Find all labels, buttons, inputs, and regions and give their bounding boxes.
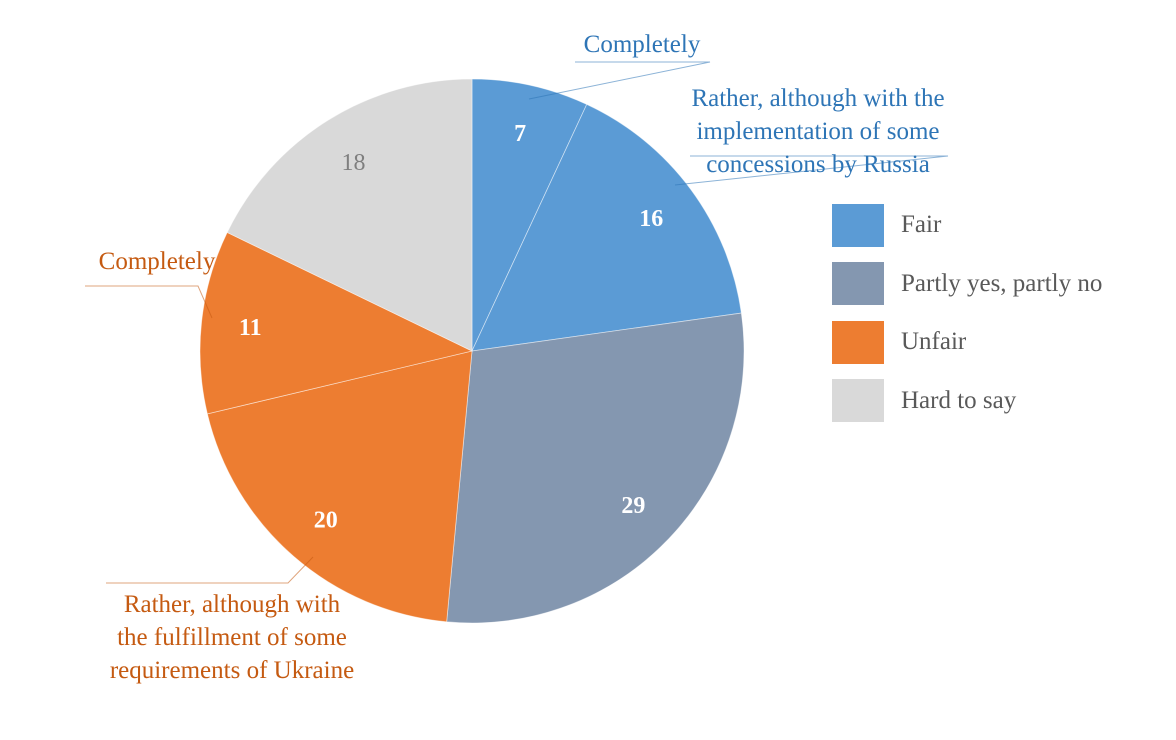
- legend-item-hard-to-say: Hard to say: [832, 372, 1102, 431]
- pie-slice: [446, 312, 745, 624]
- slice-value-labels: 7 16 29 20 11 18: [239, 121, 663, 533]
- slice-value-label: 11: [239, 315, 262, 341]
- legend-label: Partly yes, partly no: [901, 269, 1103, 297]
- annotation-text: Completely: [584, 31, 701, 58]
- annotation-text: Completely: [99, 248, 216, 275]
- legend-item-partly: Partly yes, partly no: [832, 255, 1102, 314]
- leader-line: [85, 285, 213, 319]
- legend-swatch-partly: [832, 262, 884, 306]
- legend-swatch-unfair: [832, 320, 884, 364]
- slice-value-label: 20: [314, 507, 338, 533]
- annotation-text: requirements of Ukraine: [110, 657, 354, 684]
- annotation-text: the fulfillment of some: [117, 624, 347, 651]
- legend-label: Hard to say: [901, 386, 1017, 414]
- chart-legend: Fair Partly yes, partly no Unfair Hard t…: [832, 196, 1102, 430]
- leader-line: [106, 556, 314, 584]
- leader-line: [528, 61, 711, 100]
- legend-swatch-fair: [832, 203, 884, 247]
- annotation-text: Rather, although with: [124, 591, 341, 618]
- legend-label: Fair: [901, 211, 942, 239]
- legend-item-unfair: Unfair: [832, 313, 1102, 372]
- slice-value-label: 16: [639, 206, 663, 232]
- pie-slice: [471, 78, 588, 352]
- pie-slice: [206, 350, 473, 623]
- legend-label: Unfair: [901, 328, 967, 356]
- slice-value-label: 18: [342, 150, 366, 176]
- pie-slices: [199, 78, 745, 624]
- slice-value-label: 29: [621, 493, 645, 519]
- annotation-text: concessions by Russia: [706, 151, 930, 178]
- slice-value-label: 7: [514, 121, 526, 147]
- slice-annotations: Completely Rather, although with the imple…: [85, 31, 949, 684]
- annotation-text: implementation of some: [696, 118, 939, 145]
- pie-slice: [199, 231, 474, 415]
- pie-slice: [226, 78, 473, 352]
- pie-slice: [471, 103, 742, 352]
- leader-line: [674, 155, 949, 186]
- legend-swatch-hard-to-say: [832, 379, 884, 423]
- annotation-text: Rather, although with the: [691, 85, 944, 112]
- legend-item-fair: Fair: [832, 196, 1102, 255]
